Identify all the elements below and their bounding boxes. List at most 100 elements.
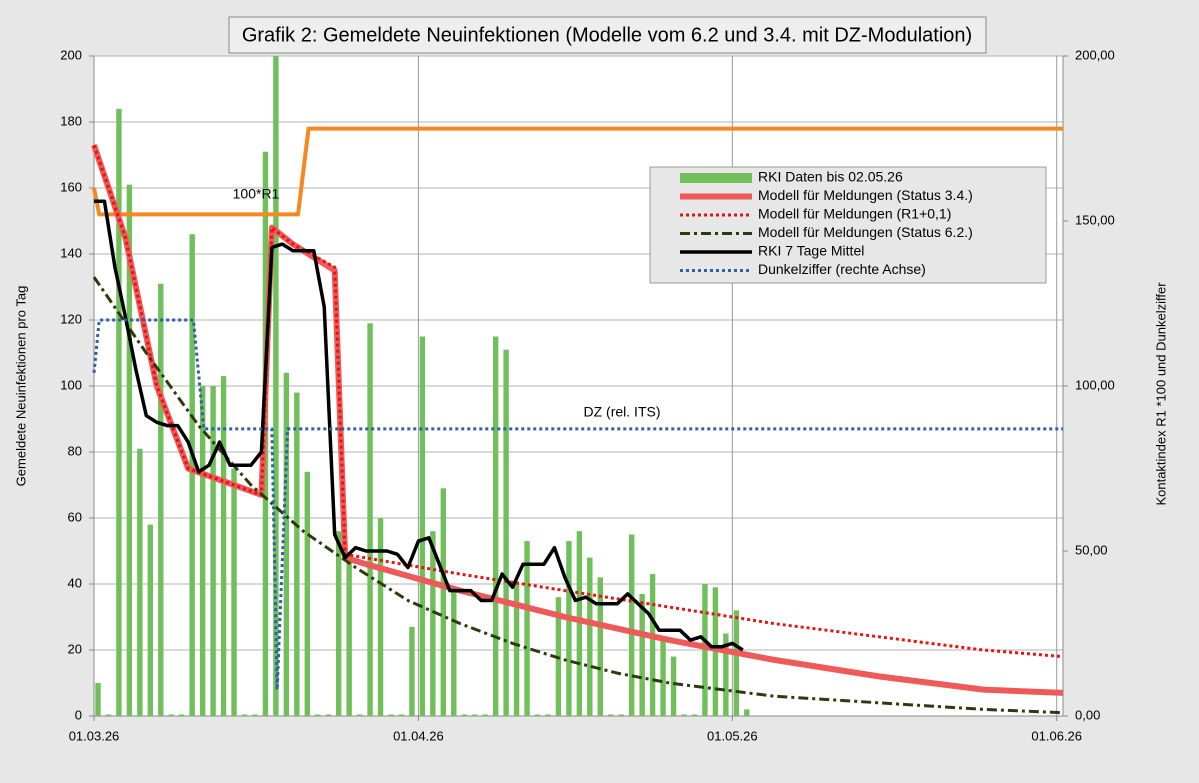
bar <box>179 714 185 716</box>
bar <box>681 714 687 716</box>
bar <box>283 372 290 716</box>
y-tick-label: 160 <box>60 179 82 194</box>
x-tick-label: 01.03.26 <box>69 728 120 743</box>
y-tick-label: 40 <box>68 575 82 590</box>
bar <box>252 714 258 716</box>
bar <box>608 714 614 716</box>
bar <box>576 531 583 716</box>
bar <box>95 683 101 716</box>
y-tick-label: 120 <box>60 311 82 326</box>
bar <box>220 376 227 716</box>
legend-label: Modell für Meldungen (R1+0,1) <box>758 206 951 222</box>
x-tick-label: 01.05.26 <box>707 728 758 743</box>
line <box>92 276 1064 715</box>
bar <box>388 714 394 716</box>
bar <box>126 184 133 716</box>
bar <box>367 323 373 716</box>
bar <box>356 714 363 716</box>
bar <box>105 714 112 716</box>
y-tick-label: 180 <box>60 113 82 128</box>
bar <box>628 534 635 716</box>
bar <box>189 234 195 716</box>
bar <box>723 633 729 716</box>
bar <box>587 557 593 716</box>
bar <box>409 626 415 716</box>
bar <box>231 468 237 716</box>
bar <box>639 593 645 716</box>
r1-line <box>92 126 1063 217</box>
bar <box>210 386 216 716</box>
y2-tick-label: 50,00 <box>1075 542 1108 557</box>
bar <box>325 714 331 716</box>
bar <box>430 531 436 716</box>
y-tick-label: 20 <box>68 641 82 656</box>
bar <box>492 336 499 716</box>
y2-tick-label: 0,00 <box>1075 707 1100 722</box>
bar <box>670 656 677 716</box>
bar <box>702 584 708 716</box>
y2-tick-label: 200,00 <box>1075 47 1115 62</box>
bar <box>273 56 279 716</box>
y-tick-label: 140 <box>60 245 82 260</box>
bar <box>377 518 384 716</box>
y-tick-label: 100 <box>60 377 82 392</box>
bar <box>168 714 174 716</box>
legend-swatch <box>680 173 752 183</box>
y-tick-label: 200 <box>60 47 82 62</box>
bar <box>398 714 405 716</box>
bar <box>158 283 164 716</box>
y-tick-label: 60 <box>68 509 82 524</box>
y2-tick-label: 100,00 <box>1075 377 1115 392</box>
bar <box>482 714 488 716</box>
bar <box>744 709 750 716</box>
legend-box <box>649 166 1047 284</box>
bar <box>503 349 509 716</box>
bar <box>335 531 342 716</box>
line <box>92 144 1064 659</box>
legend-label: Modell für Meldungen (Status 3.4.) <box>758 187 973 203</box>
x-tick-label: 01.06.26 <box>1031 728 1082 743</box>
title-box <box>228 16 987 54</box>
y2-tick-label: 150,00 <box>1075 212 1115 227</box>
bar <box>513 584 520 716</box>
bar <box>294 392 300 716</box>
bar <box>440 488 447 716</box>
marks: 100*R1 DZ (rel. ITS) <box>91 56 1064 717</box>
y-axis-title: Gemeldete Neuinfektionen pro Tag <box>13 286 28 487</box>
chart-title: Grafik 2: Gemeldete Neuinfektionen (Mode… <box>242 24 972 46</box>
bar <box>733 610 740 716</box>
grid: 0 20 40 60 80 100 120 140 160 180 200 0,00 50,00 100,… <box>60 47 1114 743</box>
legend-label: Dunkelziffer (rechte Achse) <box>758 261 926 277</box>
y-tick-label: 0 <box>75 707 82 722</box>
bar <box>451 590 457 716</box>
bar <box>241 714 248 716</box>
legend-label: RKI 7 Tage Mittel <box>758 243 864 259</box>
bar <box>597 577 603 716</box>
bar <box>199 386 206 716</box>
bar <box>566 541 572 716</box>
bar <box>116 108 122 717</box>
bar <box>534 714 541 716</box>
bar <box>472 714 478 716</box>
bar <box>618 714 624 716</box>
bar <box>545 714 551 716</box>
bar <box>419 336 426 716</box>
legend: RKI Daten bis 02.05.26 Modell für Meldung… <box>649 166 1047 284</box>
y-tick-label: 80 <box>68 443 82 458</box>
bar <box>346 557 352 716</box>
x-tick-label: 01.04.26 <box>393 728 444 743</box>
bar <box>660 640 666 716</box>
bar <box>147 524 154 716</box>
annotation: DZ (rel. ITS) <box>584 404 661 420</box>
bar <box>304 471 310 716</box>
line <box>94 199 744 652</box>
bar <box>137 448 143 716</box>
legend-label: RKI Daten bis 02.05.26 <box>758 169 903 185</box>
y2-axis-title: Kontaktindex R1 *100 und Dunkelziffer <box>1153 282 1168 506</box>
bar <box>461 714 467 716</box>
bar <box>524 541 530 716</box>
legend-label: Modell für Meldungen (Status 6.2.) <box>758 224 973 240</box>
bar <box>691 714 698 716</box>
line <box>92 318 1063 692</box>
